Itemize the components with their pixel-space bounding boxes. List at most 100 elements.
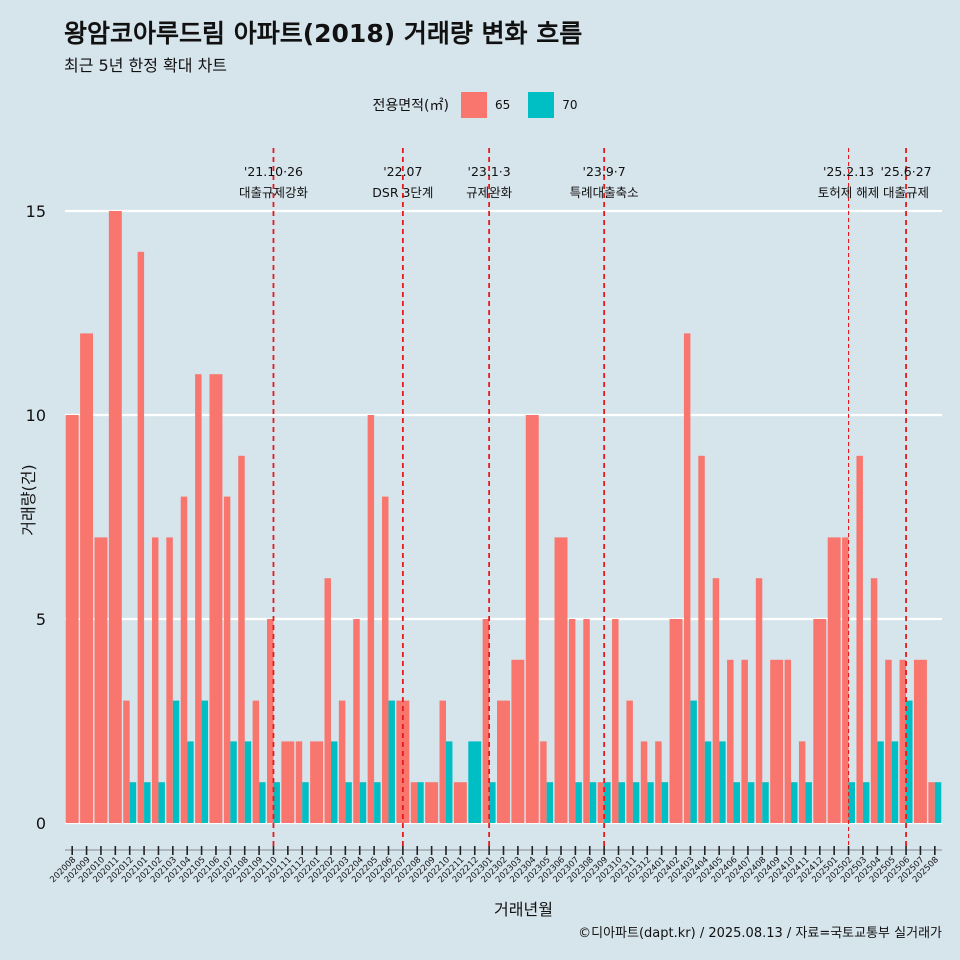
bar-202507-65 [913, 659, 927, 823]
y-tick-label-10: 10 [26, 406, 46, 425]
bar-202108-70 [244, 741, 252, 823]
bar-202106-65 [209, 374, 223, 823]
bar-202504-70 [877, 741, 884, 823]
bar-202407-70 [747, 782, 755, 823]
event-date-1: '22.07 [383, 164, 422, 179]
bar-202009-65 [80, 333, 94, 823]
y-tick-label-5: 5 [36, 610, 46, 629]
bar-202208-70 [417, 782, 424, 823]
bar-202402-65 [669, 619, 683, 823]
bar-202407-65 [741, 659, 748, 823]
bar-202204-70 [359, 782, 367, 823]
event-date-0: '21.10·26 [244, 164, 303, 179]
chart-subtitle: 최근 5년 한정 확대 차트 [64, 56, 228, 75]
bar-202503-70 [862, 782, 870, 823]
bar-202405-65 [712, 578, 720, 823]
bar-202205-65 [367, 415, 375, 823]
bar-202401-65 [655, 741, 662, 823]
bar-202212-70 [468, 741, 482, 823]
bar-202404-70 [704, 741, 712, 823]
legend: 전용면적(㎡) 65 70 [0, 92, 960, 118]
legend-label-70: 70 [562, 98, 578, 112]
x-axis-title: 거래년월 [494, 900, 553, 919]
bar-202401-70 [661, 782, 669, 823]
bar-202104-65 [180, 496, 188, 823]
bar-202102-65 [151, 537, 159, 823]
bar-202502-70 [848, 782, 856, 823]
bar-202112-70 [302, 782, 309, 823]
bar-202107-70 [230, 741, 237, 823]
bar-202305-70 [546, 782, 554, 823]
legend-label-65: 65 [494, 98, 511, 112]
chart-title: 왕암코아루드림 아파트(2018) 거래량 변화 흐름 [64, 19, 583, 48]
bar-202311-70 [632, 782, 640, 823]
event-label-3: 특례대출축소 [570, 185, 639, 200]
bar-202404-65 [698, 455, 705, 823]
event-date-4: '25.2.13 [823, 164, 874, 179]
bar-202204-65 [353, 619, 360, 823]
bar-202203-70 [345, 782, 352, 823]
bar-202308-70 [589, 782, 597, 823]
bar-202411-70 [805, 782, 812, 823]
event-label-0: 대출규제강화 [239, 185, 309, 200]
bar-202406-65 [727, 659, 734, 823]
event-label-2: 규제완화 [466, 185, 513, 200]
bar-202508-70 [934, 782, 942, 823]
bar-202010-65 [94, 537, 108, 823]
bar-202311-65 [626, 700, 633, 823]
bar-202504-65 [870, 578, 878, 823]
y-tick-label-15: 15 [26, 202, 46, 221]
bar-202012-70 [129, 782, 137, 823]
legend-swatch-65 [460, 92, 487, 118]
bar-202303-65 [511, 659, 525, 823]
bar-202406-70 [733, 782, 741, 823]
bar-202202-70 [330, 741, 338, 823]
bar-202505-70 [891, 741, 899, 823]
bar-202505-65 [885, 659, 892, 823]
bar-202508-65 [928, 782, 935, 823]
bar-202205-70 [374, 782, 381, 823]
bar-202109-70 [259, 782, 266, 823]
bar-202307-65 [568, 619, 576, 823]
bar-202309-65 [597, 782, 605, 823]
bar-202210-65 [439, 700, 446, 823]
bar-202501-65 [827, 537, 841, 823]
bar-202011-65 [108, 211, 122, 823]
bar-202105-70 [201, 700, 209, 823]
bar-202410-70 [791, 782, 798, 823]
bar-202403-65 [683, 333, 691, 823]
bar-202412-65 [813, 619, 827, 823]
bar-202405-70 [719, 741, 726, 823]
bar-202410-65 [784, 659, 792, 823]
legend-swatch-70 [528, 92, 555, 118]
event-label-1: DSR 3단계 [372, 185, 433, 200]
bar-202103-65 [166, 537, 173, 823]
bar-202506-65 [899, 659, 907, 823]
bar-202211-65 [453, 782, 467, 823]
bar-202104-70 [187, 741, 194, 823]
bar-202502-65 [842, 537, 849, 823]
event-date-3: '23.9·7 [583, 164, 626, 179]
bar-202103-70 [172, 700, 180, 823]
y-tick-label-0: 0 [36, 814, 46, 833]
caption: ©디아파트(dapt.kr) / 2025.08.13 / 자료=국토교통부 실… [578, 926, 942, 941]
bar-202307-70 [575, 782, 582, 823]
event-date-2: '23.1·3 [468, 164, 511, 179]
bar-202107-65 [223, 496, 231, 823]
bar-202101-65 [137, 251, 145, 824]
bar-202209-65 [425, 782, 439, 823]
bar-202203-65 [338, 700, 346, 823]
event-date-5: '25.6·27 [880, 164, 931, 179]
bar-202503-65 [856, 455, 863, 823]
bar-202108-65 [238, 455, 245, 823]
bar-202208-65 [410, 782, 418, 823]
bar-202109-65 [252, 700, 260, 823]
bar-202305-65 [540, 741, 547, 823]
bar-202210-70 [445, 741, 453, 823]
bar-202101-70 [144, 782, 151, 823]
bar-202110-70 [273, 782, 280, 823]
event-label-4: 토허제 해제 [818, 185, 879, 200]
bar-202111-65 [281, 741, 295, 823]
bar-202206-70 [388, 700, 395, 823]
